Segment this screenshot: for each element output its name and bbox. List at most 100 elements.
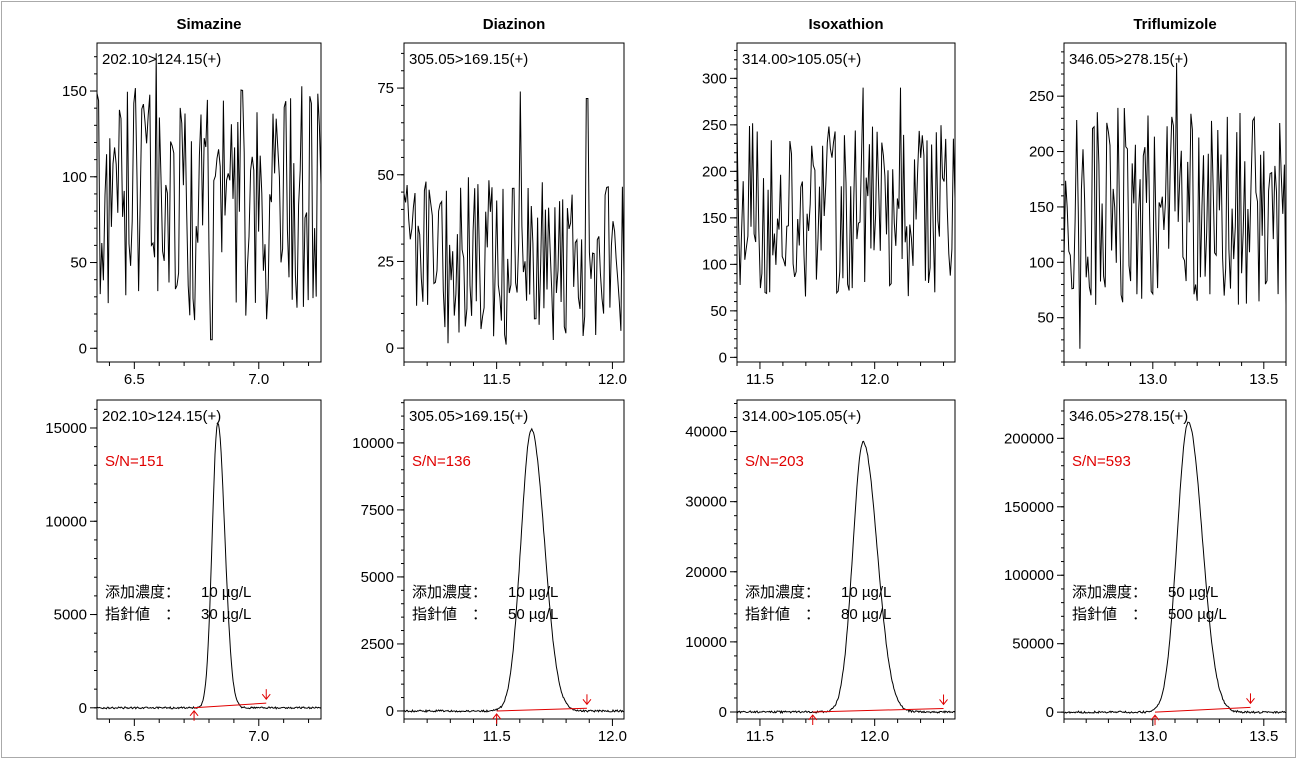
marker-head (189, 710, 199, 717)
signal-to-noise-label: S/N=151 (105, 453, 164, 470)
peak-end-marker (939, 694, 948, 706)
y-tick-label: 0 (1046, 704, 1054, 721)
y-tick-label: 7500 (361, 502, 394, 519)
y-tick-label: 100000 (1004, 567, 1054, 584)
y-tick-label: 0 (386, 340, 394, 357)
compound-title: Isoxathion (808, 16, 883, 33)
marker-head (582, 698, 592, 706)
marker-head (808, 714, 818, 721)
spiked-concentration-label: 添加濃度： (745, 584, 820, 601)
x-tick-label: 11.5 (483, 371, 511, 388)
noise-plot-frame (736, 42, 956, 363)
y-tick-label: 150 (702, 210, 727, 227)
transition-label: 202.10>124.15(+) (102, 51, 221, 68)
guideline-value: 30 µg/L (201, 606, 251, 623)
marker-head (492, 713, 502, 720)
x-tick-label: 12.0 (598, 728, 627, 745)
y-tick-label: 150 (1029, 199, 1054, 216)
signal-to-noise-label: S/N=203 (745, 453, 804, 470)
x-tick-label: 6.5 (124, 728, 145, 745)
transition-label: 202.10>124.15(+) (102, 408, 221, 425)
y-tick-label: 100 (62, 169, 87, 186)
y-tick-label: 0 (719, 704, 727, 721)
peak-trace (96, 422, 322, 710)
peak-plot-frame (1063, 399, 1287, 720)
y-tick-label: 300 (702, 70, 727, 87)
integration-baseline (496, 707, 587, 712)
y-tick-label: 100 (702, 256, 727, 273)
peak-start-marker (808, 714, 818, 725)
y-tick-label: 250 (702, 117, 727, 134)
marker-head (1246, 698, 1255, 705)
y-tick-label: 200 (1029, 144, 1054, 161)
y-tick-label: 10000 (45, 513, 87, 530)
integration-baseline (1154, 706, 1251, 713)
spiked-concentration-label: 添加濃度： (1072, 584, 1147, 601)
guideline-value: 80 µg/L (841, 606, 891, 623)
x-tick-label: 7.0 (248, 728, 269, 745)
y-tick-label: 40000 (685, 424, 727, 441)
x-tick-label: 11.5 (483, 728, 511, 745)
x-tick-label: 7.0 (248, 371, 269, 388)
integration-baseline (812, 707, 944, 713)
y-tick-label: 200000 (1004, 430, 1054, 447)
peak-trace (736, 440, 956, 714)
peak-end-marker (582, 694, 592, 706)
guideline-value-label: 指針値 ： (1072, 606, 1147, 623)
y-tick-label: 2500 (361, 636, 394, 653)
transition-label: 346.05>278.15(+) (1069, 51, 1188, 68)
y-tick-label: 0 (386, 703, 394, 720)
y-tick-label: 0 (719, 349, 727, 366)
x-tick-label: 6.5 (124, 371, 145, 388)
compound-title: Simazine (176, 16, 241, 33)
guideline-value: 500 µg/L (1168, 606, 1227, 623)
guideline-value-label: 指針値 ： (105, 606, 180, 623)
y-tick-label: 150000 (1004, 499, 1054, 516)
x-tick-label: 12.0 (598, 371, 627, 388)
spiked-concentration-value: 10 µg/L (841, 584, 891, 601)
integration-baseline (194, 702, 267, 709)
noise-trace (96, 53, 322, 341)
y-tick-label: 200 (702, 163, 727, 180)
y-tick-label: 75 (377, 80, 394, 97)
signal-to-noise-label: S/N=593 (1072, 453, 1131, 470)
y-tick-label: 15000 (45, 420, 87, 437)
y-tick-label: 250 (1029, 88, 1054, 105)
noise-plot-frame (403, 42, 625, 363)
y-tick-label: 150 (62, 83, 87, 100)
peak-end-marker (261, 689, 271, 700)
x-tick-label: 13.0 (1138, 371, 1167, 388)
y-tick-label: 10000 (352, 435, 394, 452)
spiked-concentration-label: 添加濃度： (105, 584, 180, 601)
y-tick-label: 5000 (361, 569, 394, 586)
x-tick-label: 13.5 (1249, 371, 1278, 388)
marker-head (261, 693, 271, 700)
peak-trace (403, 427, 624, 713)
x-tick-label: 11.5 (746, 371, 774, 388)
transition-label: 305.05>169.15(+) (409, 408, 528, 425)
signal-to-noise-label: S/N=136 (412, 453, 471, 470)
transition-label: 305.05>169.15(+) (409, 51, 528, 68)
y-tick-label: 50 (710, 303, 727, 320)
y-tick-label: 30000 (685, 494, 727, 511)
x-tick-label: 12.0 (860, 728, 889, 745)
peak-start-marker (1150, 714, 1160, 726)
peak-start-marker (189, 710, 199, 721)
transition-label: 314.00>105.05(+) (742, 408, 861, 425)
guideline-value-label: 指針値 ： (412, 606, 487, 623)
marker-head (939, 699, 948, 706)
transition-label: 346.05>278.15(+) (1069, 408, 1188, 425)
marker-head (1150, 714, 1160, 721)
peak-plot-frame (403, 399, 625, 720)
peak-end-marker (1246, 693, 1255, 705)
y-tick-label: 5000 (54, 607, 87, 624)
x-tick-label: 13.5 (1249, 728, 1278, 745)
y-tick-label: 10000 (685, 634, 727, 651)
compound-title: Triflumizole (1133, 16, 1216, 33)
y-tick-label: 20000 (685, 564, 727, 581)
peak-plot-frame (96, 399, 322, 720)
spiked-concentration-value: 10 µg/L (201, 584, 251, 601)
y-tick-label: 100 (1029, 254, 1054, 271)
